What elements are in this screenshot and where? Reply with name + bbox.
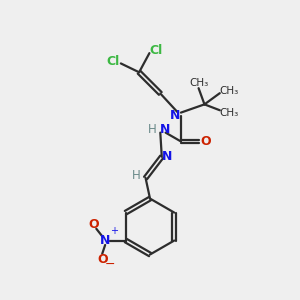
Text: CH₃: CH₃ — [219, 108, 238, 118]
Text: Cl: Cl — [149, 44, 163, 57]
Text: CH₃: CH₃ — [219, 86, 238, 96]
Text: O: O — [88, 218, 99, 231]
Text: Cl: Cl — [107, 56, 120, 68]
Text: O: O — [200, 135, 211, 148]
Text: N: N — [162, 150, 172, 163]
Text: −: − — [104, 258, 115, 271]
Text: O: O — [97, 253, 107, 266]
Text: CH₃: CH₃ — [189, 78, 208, 88]
Text: H: H — [148, 123, 156, 136]
Text: N: N — [170, 109, 180, 122]
Text: H: H — [132, 169, 140, 182]
Text: N: N — [160, 123, 170, 136]
Text: N: N — [100, 234, 110, 247]
Text: +: + — [110, 226, 118, 236]
